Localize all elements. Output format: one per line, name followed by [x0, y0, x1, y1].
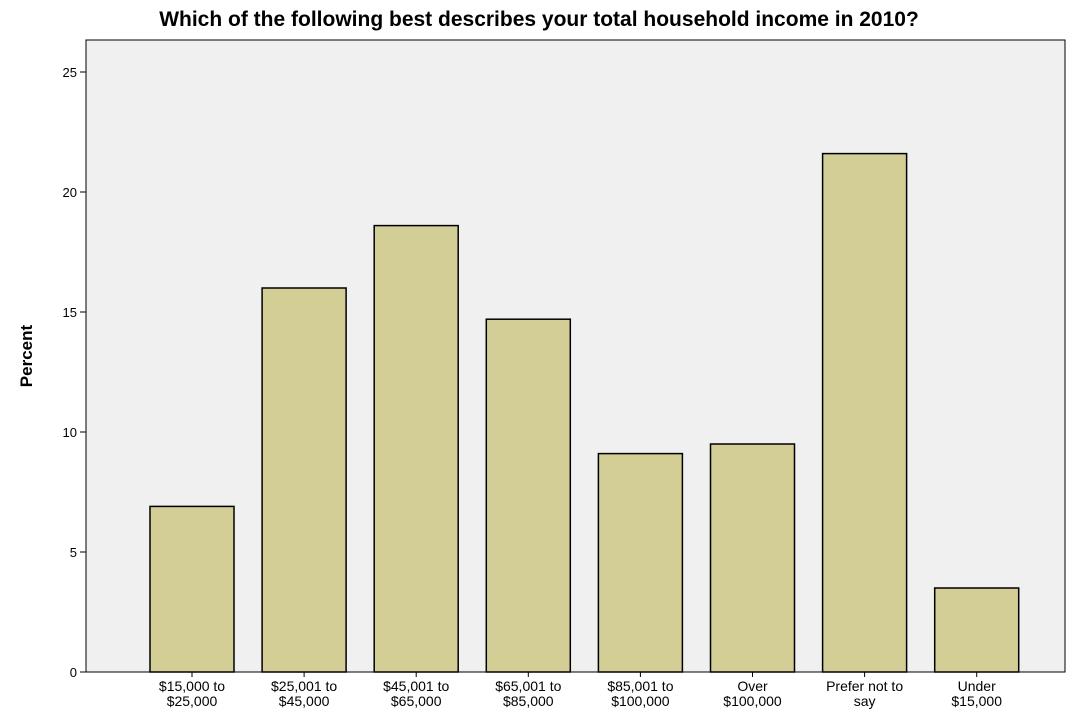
- x-category-label-line: $65,000: [391, 693, 442, 709]
- x-category-label-line: say: [854, 693, 876, 709]
- bar: [485, 318, 572, 673]
- x-category-label-line: $65,001 to: [495, 678, 561, 694]
- bar: [821, 152, 908, 673]
- x-category-label: $45,001 to $65,000: [383, 678, 449, 709]
- x-category-label: $15,000 to $25,000: [159, 678, 225, 709]
- y-tick-label: 0: [70, 665, 77, 680]
- x-category-label-line: Under: [958, 678, 996, 694]
- y-axis: 0 5 10 15 20 25: [63, 65, 86, 680]
- y-tick-label: 25: [63, 65, 77, 80]
- x-category-label-line: Over: [737, 678, 768, 694]
- x-category-label-line: $100,000: [723, 693, 782, 709]
- y-tick-label: 15: [63, 305, 77, 320]
- x-category-label: $65,001 to $85,000: [495, 678, 561, 709]
- x-category-label: Prefer not to say: [826, 678, 903, 709]
- x-category-label: Over $100,000: [723, 678, 782, 709]
- x-category-label-line: $100,000: [611, 693, 670, 709]
- bar: [709, 443, 796, 673]
- bar: [373, 224, 459, 673]
- bar: [149, 505, 235, 673]
- y-tick-label: 20: [63, 185, 77, 200]
- x-category-label-line: Prefer not to: [826, 678, 903, 694]
- x-category-label-line: $45,001 to: [383, 678, 449, 694]
- x-category-label: Under $15,000: [951, 678, 1002, 709]
- x-axis: $15,000 to $25,000$25,001 to $45,000$45,00…: [159, 672, 1002, 709]
- x-category-label-line: $25,001 to: [271, 678, 337, 694]
- y-axis-title: Percent: [17, 324, 36, 387]
- x-category-label-line: $85,000: [503, 693, 554, 709]
- x-category-label-line: $15,000 to: [159, 678, 225, 694]
- chart-title: Which of the following best describes yo…: [159, 8, 919, 31]
- x-category-label-line: $85,001 to: [607, 678, 673, 694]
- x-category-label-line: $25,000: [167, 693, 218, 709]
- x-category-label-line: $45,000: [279, 693, 330, 709]
- bar: [261, 287, 347, 673]
- y-tick-label: 10: [63, 425, 77, 440]
- x-category-label: $85,001 to $100,000: [607, 678, 673, 709]
- y-tick-label: 5: [70, 545, 77, 560]
- bars: [149, 152, 1020, 673]
- bar: [933, 587, 1020, 673]
- x-category-label: $25,001 to $45,000: [271, 678, 337, 709]
- x-category-label-line: $15,000: [951, 693, 1002, 709]
- bar: [597, 452, 684, 673]
